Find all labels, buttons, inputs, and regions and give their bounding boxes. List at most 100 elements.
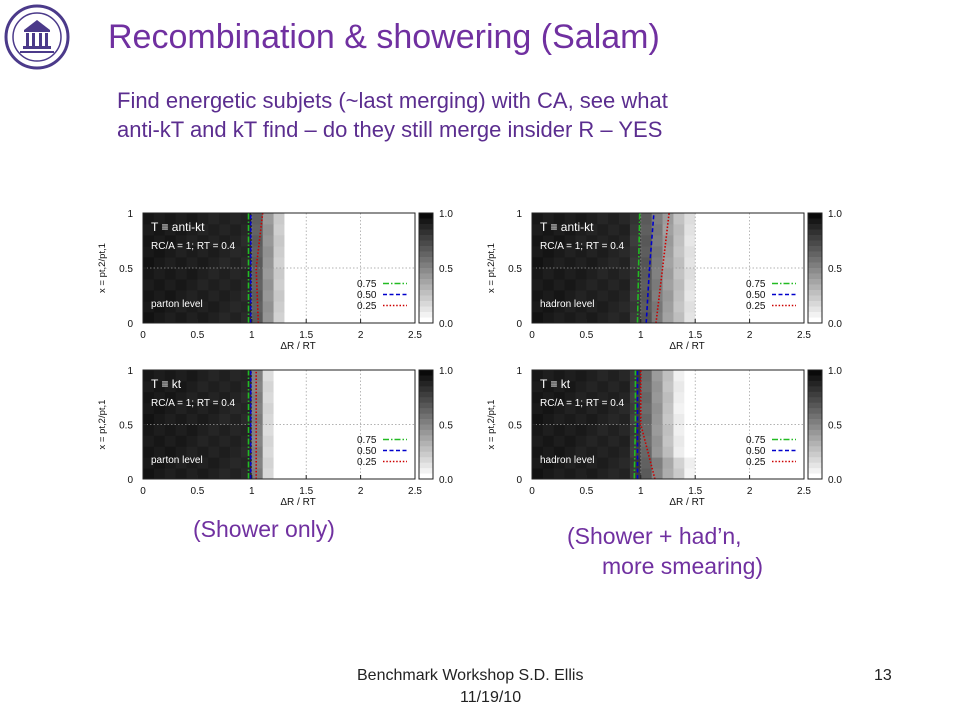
panel-top-right: 0 0.5 1 1.5 2 2.5 0 0.5 1 ΔR / RT x = pt,2/pt,1 T ≡… [486,209,842,352]
heat-cell [230,268,242,280]
heat-cell [360,213,372,225]
heat-cell [360,435,372,447]
heat-cell [360,413,372,425]
heat-cell [393,413,405,425]
heat-cell [219,435,231,447]
heat-cell [608,457,620,469]
heat-cell [295,391,307,404]
heat-cell [760,279,772,291]
heat-cell [273,424,285,436]
heat-cell [619,224,631,236]
heat-cell [695,235,707,247]
heat-cell [662,446,674,458]
heat-cell [738,424,750,436]
y-tick-label: 1 [127,366,133,377]
heat-cell [230,468,242,480]
heat-cell [306,468,318,480]
heat-cell [262,424,274,436]
x-tick-label: 1.5 [299,330,313,341]
heat-cell [360,424,372,436]
heat-cell [586,424,598,436]
heat-cell [153,370,166,382]
heat-cell [208,235,220,247]
heat-cell [404,279,416,291]
heat-cell [240,290,253,302]
heat-cell [164,268,177,280]
heat-cell [793,279,805,291]
heat-cell [771,268,783,280]
heat-cell [295,446,307,458]
heat-cell [230,391,242,404]
heat-cell [738,268,750,280]
heat-cell [349,402,361,414]
heat-cell [251,402,264,414]
heat-cell [782,246,794,258]
heat-cell [382,279,394,291]
heat-cell [651,446,663,458]
colorbar-frame [807,212,823,324]
footer-date: 11/19/10 [460,689,522,706]
heat-cell [684,457,696,469]
heat-cell [553,235,566,247]
heat-cell [738,457,750,469]
heat-cell [251,391,264,404]
heat-cell [186,268,198,280]
heat-cell [532,435,544,447]
heat-cell [619,312,631,324]
y-axis-label: x = pt,2/pt,1 [97,243,108,293]
colorbar-tick-label: 0.5 [828,421,842,432]
x-tick-label: 1 [249,330,255,341]
heat-cell [673,246,685,258]
colorbar-step [808,317,822,324]
contour-line-0.75 [636,212,641,324]
heat-cell [793,380,805,393]
heat-cell [164,424,177,436]
heat-cell [532,370,544,382]
heat-cell [230,380,242,393]
heat-cell [695,380,707,393]
heat-cell [597,268,609,280]
heat-cell [684,380,696,393]
heat-cell [564,246,576,258]
heat-cell [349,446,361,458]
panel-top-left: 0 0.5 1 1.5 2 2.5 0 0.5 1 ΔR / RT x = pt,2/pt,1 T ≡… [97,209,453,352]
heat-cell [186,402,198,414]
heat-cell [284,224,296,236]
heat-cell [197,413,209,425]
colorbar-step [419,290,433,296]
heat-cell [382,257,394,269]
heat-cell [317,301,329,313]
heat-cell [771,413,783,425]
heat-cell [240,424,253,436]
heat-cell [629,468,642,480]
heat-cell [738,446,750,458]
heat-cell [219,468,231,480]
colorbar-step [419,391,433,398]
heat-cell [532,457,544,469]
heat-cell [640,213,653,225]
heat-cell [153,380,166,393]
heat-cell [749,301,761,313]
panel-level: hadron level [540,455,594,466]
heat-cell [793,224,805,236]
heat-cell [749,380,761,393]
heat-cell [608,312,620,324]
heat-cell [586,246,598,258]
heat-cell [575,257,587,269]
heat-cell [219,413,231,425]
colorbar-step [419,295,433,302]
heat-cell [143,290,155,302]
heat-cell [760,312,772,324]
heat-cell [608,290,620,302]
heat-cell [586,235,598,247]
heat-cell [706,446,718,458]
heat-cell [186,391,198,404]
heat-cell [186,279,198,291]
heat-cell [684,246,696,258]
heat-cell [175,370,187,382]
heat-cell [553,457,566,469]
heat-cell [793,235,805,247]
heat-cell [295,402,307,414]
heat-cell [349,370,361,382]
